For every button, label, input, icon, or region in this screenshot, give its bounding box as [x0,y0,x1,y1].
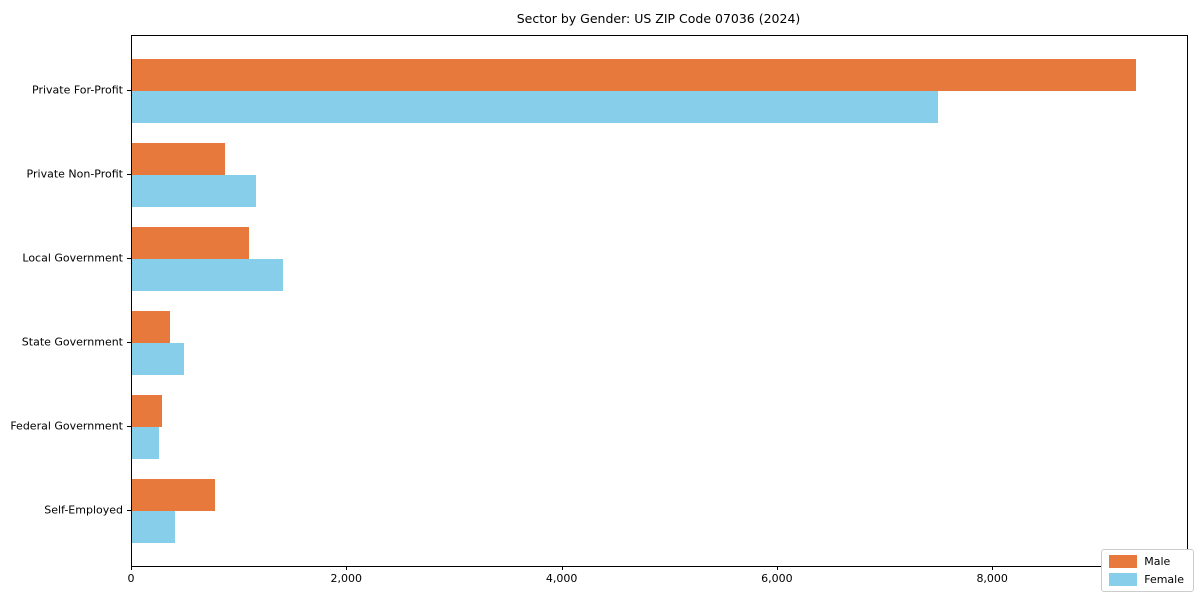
bar-female-2 [132,175,256,207]
y-axis-label: Self-Employed [44,503,123,517]
legend-label: Female [1144,573,1184,586]
x-axis-tick [561,566,563,570]
legend: Male Female [1101,549,1194,592]
bar-male-2 [132,143,225,175]
x-axis-tick-label: 0 [127,572,135,585]
bar-male-6 [132,479,215,511]
legend-swatch-icon [1109,555,1138,568]
bar-female-3 [132,259,283,291]
chart-title: Sector by Gender: US ZIP Code 07036 (202… [516,11,801,26]
y-axis-tick [127,258,131,259]
y-axis-tick [127,510,131,511]
legend-swatch-icon [1109,573,1138,586]
x-axis-tick [346,566,348,570]
y-axis-tick [127,90,131,91]
y-axis-tick [127,342,131,343]
y-axis-label: State Government [21,335,123,349]
plot-area [131,35,1188,567]
bar-male-5 [132,395,163,427]
bar-male-4 [132,311,170,343]
x-axis-tick [131,566,132,570]
y-axis-label: Federal Government [10,419,123,433]
x-axis-tick [992,566,994,570]
bar-female-6 [132,511,176,543]
bar-female-4 [132,343,184,375]
x-axis-tick [776,566,778,570]
y-axis-tick [127,426,131,427]
bar-male-3 [132,227,250,259]
x-axis-tick-label: 4,000 [545,572,578,585]
bar-male-1 [132,59,1137,91]
y-axis-label: Local Government [22,251,123,265]
legend-label: Male [1144,555,1171,568]
x-axis-tick-label: 6,000 [761,572,793,585]
bar-female-1 [132,91,939,123]
y-axis-tick [127,174,131,175]
legend-entry-female: Female [1109,573,1184,586]
x-axis-tick-label: 8,000 [976,572,1008,585]
y-axis-label: Private For-Profit [32,83,123,97]
bar-female-5 [132,427,159,459]
y-axis-label: Private Non-Profit [26,167,123,181]
legend-entry-male: Male [1109,555,1184,568]
x-axis-tick-label: 2,000 [330,572,363,585]
